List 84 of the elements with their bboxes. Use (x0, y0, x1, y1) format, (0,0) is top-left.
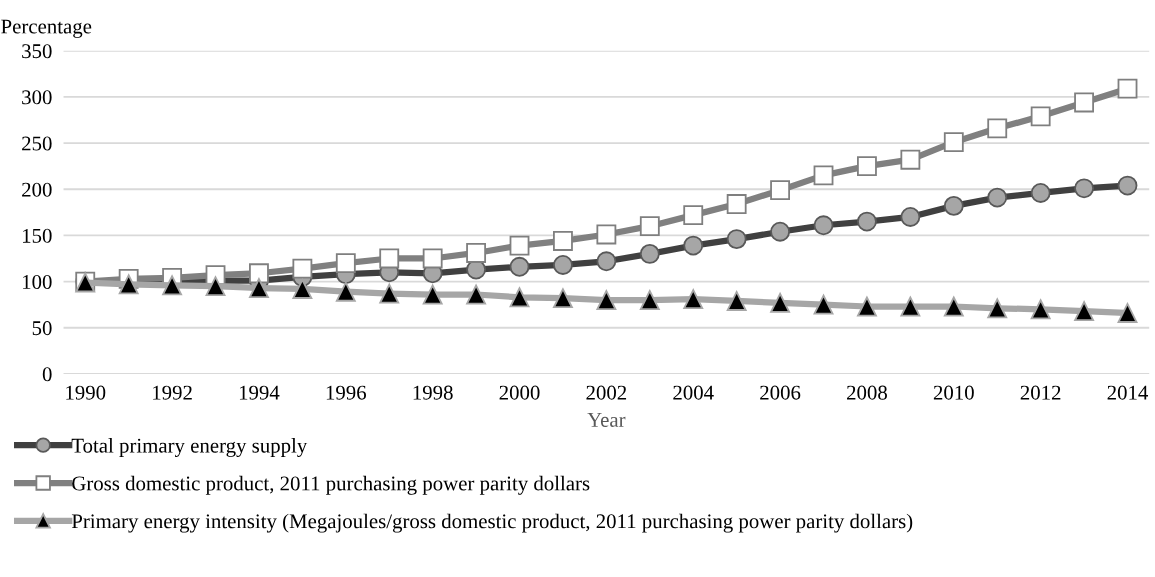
point (1074, 301, 1095, 322)
point (770, 221, 791, 242)
point (509, 287, 530, 308)
y-tick-label: 50 (32, 321, 52, 336)
point (1117, 303, 1138, 323)
point (553, 231, 573, 251)
point (770, 180, 791, 201)
y-tick-label: 250 (22, 136, 52, 151)
x-tick-label: 2008 (847, 385, 887, 400)
legend-label: Gross domestic product, 2011 purchasing power parity dollars (72, 475, 590, 495)
point (596, 251, 617, 272)
point (857, 296, 877, 317)
point (1074, 92, 1095, 113)
point (987, 118, 1008, 139)
point (683, 289, 704, 310)
point (813, 165, 834, 186)
point (900, 296, 921, 317)
point (1030, 183, 1051, 203)
y-tick-label: 150 (23, 228, 52, 243)
point (466, 243, 487, 263)
point (1117, 175, 1138, 196)
x-tick-label: 1996 (326, 385, 367, 400)
point (770, 292, 791, 313)
y-tick-label: 200 (22, 182, 52, 197)
point (726, 229, 747, 250)
x-tick-label: 2004 (673, 385, 714, 400)
x-tick-label: 1994 (239, 385, 280, 400)
x-tick-label: 2000 (499, 385, 540, 400)
x-tick-label: 1990 (66, 385, 106, 400)
point (857, 211, 877, 232)
point (943, 296, 964, 317)
point (466, 284, 487, 305)
point (1030, 299, 1051, 320)
x-tick-label: 2014 (1107, 385, 1149, 400)
x-tick-label: 1992 (153, 385, 192, 400)
y-tick-label: 0 (42, 367, 52, 382)
x-tick-label: 2010 (933, 385, 974, 400)
point (683, 205, 704, 226)
point (205, 276, 226, 297)
point (553, 255, 573, 275)
point (509, 235, 530, 256)
point (335, 253, 356, 274)
x-tick-label: 2006 (760, 385, 801, 400)
point (118, 274, 139, 295)
legend-label: Primary energy intensity (Megajoules/gross domestic product, 2011 purchasing power parity dollars) (71, 513, 913, 533)
point (292, 258, 313, 279)
point (726, 194, 747, 214)
point (639, 290, 660, 310)
point (509, 256, 530, 277)
point (639, 243, 660, 264)
x-axis-title: Year (587, 413, 626, 427)
point (335, 281, 356, 302)
point (639, 216, 660, 237)
y-tick-label: 350 (22, 44, 52, 59)
point (726, 291, 747, 311)
y-tick-label: 300 (22, 90, 52, 105)
point (987, 298, 1008, 319)
point (683, 235, 704, 256)
point (379, 248, 400, 269)
x-tick-label: 2002 (586, 385, 627, 400)
point (379, 283, 400, 304)
point (943, 132, 964, 153)
point (162, 275, 183, 296)
point (1117, 78, 1138, 99)
x-tick-label: 1998 (413, 385, 453, 400)
point (813, 215, 834, 236)
point (422, 248, 443, 269)
y-axis-title: Percentage (1, 19, 92, 38)
point (943, 195, 964, 216)
point (987, 187, 1008, 208)
legend-label: Total primary energy supply (71, 438, 308, 457)
point (900, 149, 921, 170)
point (1074, 178, 1095, 199)
x-tick-label: 2012 (1020, 385, 1061, 400)
point (857, 156, 877, 177)
point (596, 290, 617, 310)
point (596, 224, 617, 245)
y-tick-label: 100 (23, 274, 52, 290)
point (553, 288, 573, 309)
point (900, 207, 921, 227)
point (1030, 106, 1051, 127)
point (813, 294, 834, 315)
point (292, 279, 313, 299)
point (422, 284, 443, 305)
